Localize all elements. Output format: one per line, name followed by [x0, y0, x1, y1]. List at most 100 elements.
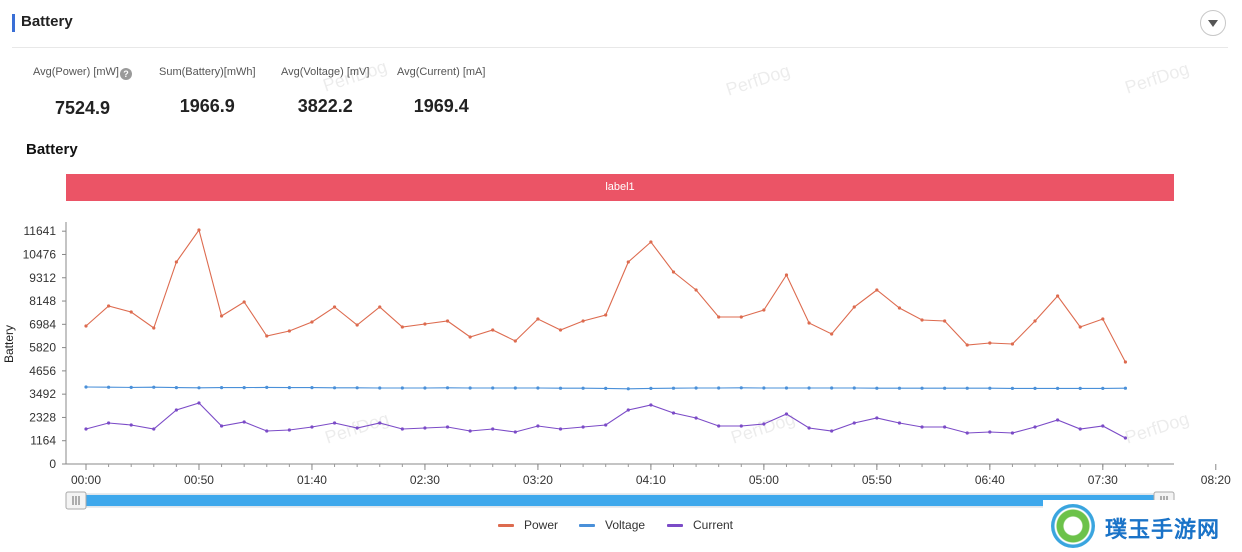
data-point-current	[717, 424, 721, 428]
data-point-voltage	[965, 386, 969, 390]
data-point-voltage	[355, 386, 359, 390]
data-point-current	[197, 401, 201, 405]
data-point-power	[152, 326, 156, 330]
data-point-power	[197, 228, 201, 232]
x-tick-label: 03:20	[523, 473, 553, 487]
data-point-power	[287, 329, 291, 333]
data-point-voltage	[626, 387, 630, 391]
data-point-power	[671, 270, 676, 274]
data-point-voltage	[468, 386, 472, 390]
logo-mark-icon	[1051, 504, 1095, 548]
data-point-current	[807, 426, 811, 430]
data-point-current	[310, 425, 314, 429]
data-point-power	[106, 304, 111, 308]
data-point-power	[739, 315, 743, 319]
data-point-voltage	[581, 386, 585, 390]
data-point-voltage	[242, 386, 246, 390]
data-point-voltage	[988, 386, 992, 390]
data-point-current	[423, 426, 427, 430]
data-point-power	[513, 339, 517, 343]
data-point-power	[423, 322, 427, 326]
data-point-voltage	[152, 385, 156, 389]
data-point-current	[1010, 431, 1015, 435]
data-point-voltage	[1056, 386, 1060, 390]
x-tick-label: 05:50	[862, 473, 892, 487]
question-icon[interactable]: ?	[119, 68, 132, 80]
chevron-down-icon[interactable]	[1200, 10, 1226, 36]
data-point-power	[875, 288, 879, 292]
watermark: PerfDog	[1122, 58, 1192, 98]
data-point-power	[310, 320, 314, 324]
y-tick-label: 10476	[23, 247, 57, 261]
legend-item-power[interactable]: Power	[498, 518, 558, 532]
data-point-current	[784, 412, 789, 416]
data-point-current	[219, 424, 224, 428]
data-point-current	[626, 408, 630, 412]
data-point-voltage	[739, 386, 743, 390]
data-point-power	[897, 306, 902, 310]
data-point-current	[830, 429, 834, 433]
data-point-voltage	[943, 386, 947, 390]
data-point-power	[1010, 342, 1015, 346]
data-point-power	[1078, 325, 1082, 329]
data-point-power	[400, 325, 404, 329]
y-tick-label: 9312	[29, 271, 56, 285]
x-tick-label: 05:00	[749, 473, 779, 487]
data-point-voltage	[649, 386, 653, 390]
data-point-current	[1033, 425, 1037, 429]
data-point-current	[649, 403, 653, 407]
data-point-current	[287, 428, 291, 432]
data-point-power	[491, 328, 495, 332]
data-point-current	[129, 423, 133, 427]
data-point-current	[491, 427, 495, 431]
data-point-current	[445, 425, 450, 429]
data-point-current	[943, 425, 947, 429]
data-point-current	[739, 424, 743, 428]
data-point-power	[626, 260, 630, 264]
zoom-range-fill	[76, 495, 1164, 506]
data-point-current	[536, 424, 540, 428]
data-point-voltage	[1078, 386, 1082, 390]
data-point-current	[1056, 418, 1060, 422]
data-point-power	[1101, 317, 1105, 321]
data-point-current	[694, 416, 698, 420]
x-tick-label: 04:10	[636, 473, 666, 487]
y-tick-label: 5820	[29, 341, 56, 355]
data-point-voltage	[604, 386, 608, 390]
stat-value: 3822.2	[297, 96, 353, 116]
data-point-power	[694, 288, 698, 292]
x-tick-label: 06:40	[975, 473, 1005, 487]
data-point-voltage	[830, 386, 834, 390]
legend-swatch	[667, 524, 683, 528]
data-point-power	[649, 240, 653, 244]
data-point-voltage	[671, 386, 676, 390]
data-point-power	[1033, 319, 1037, 323]
legend-item-voltage[interactable]: Voltage	[579, 518, 645, 532]
data-point-current	[1078, 427, 1082, 431]
data-point-current	[875, 416, 879, 420]
data-point-voltage	[310, 386, 314, 390]
data-point-current	[671, 411, 676, 415]
data-point-current	[604, 423, 608, 427]
header-accent-bar	[12, 14, 15, 32]
data-point-voltage	[1101, 386, 1105, 390]
legend-swatch	[498, 524, 514, 528]
data-point-voltage	[694, 386, 698, 390]
data-point-voltage	[129, 385, 133, 389]
data-point-power	[174, 260, 178, 264]
series-line-current	[85, 402, 1126, 439]
data-point-voltage	[265, 385, 269, 389]
y-tick-label: 11641	[24, 224, 57, 238]
legend-item-current[interactable]: Current	[667, 518, 733, 532]
y-tick-label: 0	[49, 457, 56, 471]
data-point-voltage	[762, 386, 766, 390]
data-point-power	[1123, 360, 1128, 364]
data-point-voltage	[897, 386, 902, 390]
y-axis-label: Battery	[2, 325, 16, 363]
data-point-current	[84, 427, 88, 431]
y-tick-label: 2328	[29, 410, 56, 424]
data-point-current	[400, 427, 404, 431]
legend: Power Voltage Current	[0, 518, 1242, 534]
data-point-power	[129, 310, 133, 314]
stat-sum-battery: Sum(Battery)[mWh] 1966.9	[159, 66, 256, 117]
